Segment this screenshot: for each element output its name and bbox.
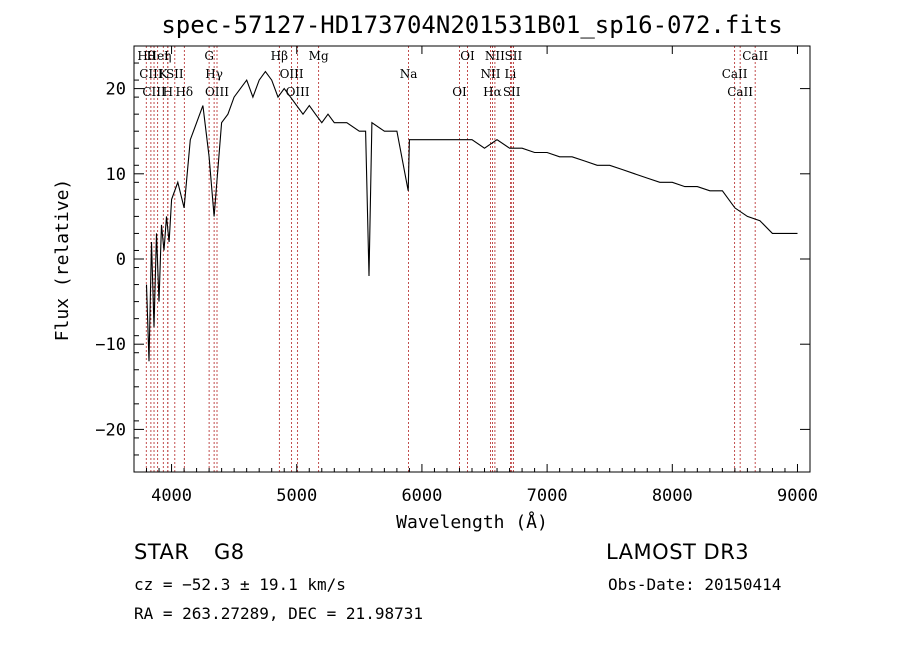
x-axis-label: Wavelength (Å) xyxy=(396,511,548,533)
line-label-11: OIII xyxy=(205,85,229,99)
line-label-2: CIII xyxy=(142,85,166,99)
x-tick-label-0: 4000 xyxy=(151,486,192,506)
line-label-19: NII xyxy=(481,67,501,81)
line-label-12: Hβ xyxy=(271,49,288,63)
line-label-6: η xyxy=(164,49,171,63)
line-label-1: CIII xyxy=(139,67,163,81)
observation-date: Obs-Date: 20150414 xyxy=(608,575,782,594)
y-tick-label-4: 20 xyxy=(106,80,126,100)
line-label-0: Hθ xyxy=(137,49,155,63)
y-tick-label-2: 0 xyxy=(116,250,126,270)
x-tick-label-2: 6000 xyxy=(401,486,442,506)
line-label-10: Hγ xyxy=(205,67,223,81)
line-label-17: OI xyxy=(452,85,467,99)
line-label-21: NII xyxy=(485,49,505,63)
axis-ticks: 4000 5000 6000 7000 8000 9000 −20 −10 0 10 20 xyxy=(95,45,818,506)
x-tick-label-4: 8000 xyxy=(652,486,693,506)
plot-frame xyxy=(133,45,811,473)
line-label-8: Hδ xyxy=(175,85,193,99)
line-label-20: Hα xyxy=(483,85,502,99)
line-label-9: G xyxy=(204,49,214,63)
line-label-5: H xyxy=(163,85,173,99)
line-label-26: CaII xyxy=(727,85,753,99)
line-label-27: CaII xyxy=(742,49,768,63)
line-label-14: OIII xyxy=(286,85,310,99)
survey-name: LAMOST DR3 xyxy=(606,540,750,564)
spectrum-series-line xyxy=(145,70,798,362)
y-axis-label: Flux (relative) xyxy=(52,179,73,342)
spectral-line-markers xyxy=(145,46,756,472)
line-label-18: OI xyxy=(460,49,475,63)
y-tick-label-3: 10 xyxy=(106,165,126,185)
line-label-24: SII xyxy=(505,49,523,63)
chart-title: spec-57127-HD173704N201531B01_sp16-072.f… xyxy=(161,11,782,39)
line-label-7: SII xyxy=(166,67,184,81)
line-label-25: CaII xyxy=(722,67,748,81)
line-label-23: SII xyxy=(503,85,521,99)
redshift-cz: cz = −52.3 ± 19.1 km/s xyxy=(134,575,346,594)
line-label-13: OIII xyxy=(280,67,304,81)
coordinates: RA = 263.27289, DEC = 21.98731 xyxy=(134,604,423,623)
line-label-16: Na xyxy=(400,67,418,81)
line-label-3: HeI xyxy=(147,49,170,63)
line-label-22: Li xyxy=(505,67,517,81)
y-tick-label-1: −10 xyxy=(95,335,126,355)
line-label-15: Mg xyxy=(309,49,329,63)
object-subclass: G8 xyxy=(214,540,245,564)
y-tick-label-0: −20 xyxy=(95,420,126,440)
x-tick-label-5: 9000 xyxy=(777,486,818,506)
x-tick-label-1: 5000 xyxy=(276,486,317,506)
spectral-line-labels: Hθ CIII CIII HeI KHη SII Hδ G Hγ OIII Hβ OIII OIII Mg… xyxy=(137,49,768,99)
object-class: STAR xyxy=(134,540,190,564)
line-label-4: K xyxy=(159,67,169,81)
x-tick-label-3: 7000 xyxy=(527,486,568,506)
